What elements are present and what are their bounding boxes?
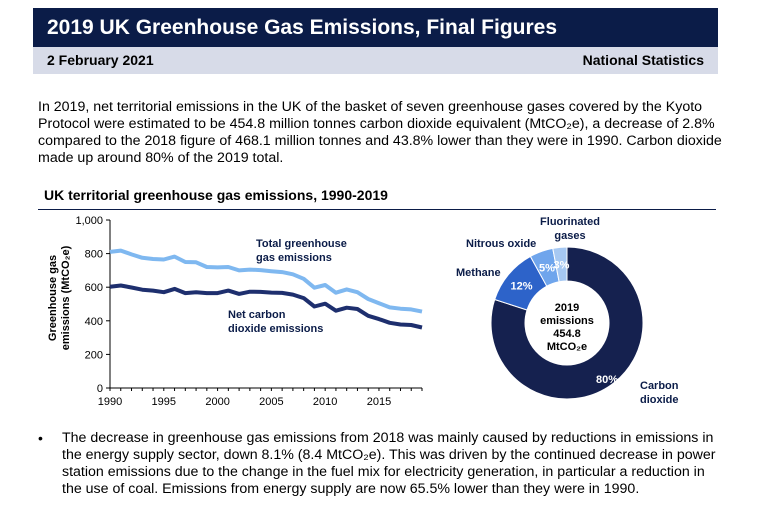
donut-center-label: emissions xyxy=(540,315,594,327)
line-chart: Greenhouse gas emissions (MtCO₂e) Total … xyxy=(47,215,423,408)
net-line-label-2: dioxide emissions xyxy=(228,323,323,335)
carbon-label-1: Carbon xyxy=(640,380,679,392)
y-tick-label: 0 xyxy=(97,383,103,395)
carbon-label-2: dioxide xyxy=(640,394,679,406)
page-title: 2019 UK Greenhouse Gas Emissions, Final … xyxy=(33,8,718,47)
x-tick-label: 2010 xyxy=(313,396,337,408)
total-line-label-2: gas emissions xyxy=(256,252,332,264)
y-tick-label: 800 xyxy=(85,249,103,261)
x-tick-label: 2000 xyxy=(205,396,229,408)
pie-chart: Fluorinated gases Nitrous oxide Methane … xyxy=(456,216,679,406)
y-tick-label: 400 xyxy=(85,316,103,328)
y-axis-label-line-1: Greenhouse gas xyxy=(47,255,59,341)
pie-slice-label: 3% xyxy=(553,259,569,271)
nitrous-label: Nitrous oxide xyxy=(466,238,536,250)
subheader-bar: 2 February 2021 National Statistics xyxy=(33,47,718,74)
fluorinated-label-2: gases xyxy=(554,230,585,242)
x-tick-label: 1995 xyxy=(152,396,176,408)
bullet-text: The decrease in greenhouse gas emissions… xyxy=(62,430,716,497)
publication-date: 2 February 2021 xyxy=(47,52,154,68)
methane-label: Methane xyxy=(456,267,501,279)
donut-center-label: 454.8 xyxy=(553,328,581,340)
net-line-label-1: Net carbon xyxy=(228,309,286,321)
y-tick-label: 600 xyxy=(85,282,103,294)
pie-slice-label: 12% xyxy=(511,280,533,292)
bullet-point: • The decrease in greenhouse gas emissio… xyxy=(38,430,728,498)
y-tick-label: 1,000 xyxy=(75,215,103,227)
fluorinated-label-1: Fluorinated xyxy=(540,216,600,228)
bullet-icon: • xyxy=(38,430,43,446)
donut-center-label: 2019 xyxy=(555,302,579,314)
x-tick-label: 2005 xyxy=(259,396,283,408)
net-co2-line xyxy=(109,283,423,330)
total-line-label-1: Total greenhouse xyxy=(256,238,347,250)
figure-title: UK territorial greenhouse gas emissions,… xyxy=(44,187,388,203)
total-emissions-line xyxy=(109,248,423,314)
x-tick-label: 2015 xyxy=(367,396,391,408)
pie-slice-label: 5% xyxy=(539,262,555,274)
donut-hole xyxy=(525,281,609,365)
statistics-badge: National Statistics xyxy=(582,52,704,68)
y-axis-label-line-2: emissions (MtCO₂e) xyxy=(60,245,72,350)
pie-slice-label: 80% xyxy=(596,374,618,386)
x-tick-label: 1990 xyxy=(98,396,122,408)
intro-paragraph: In 2019, net territorial emissions in th… xyxy=(38,99,722,166)
y-tick-label: 200 xyxy=(85,349,103,361)
figure-divider xyxy=(38,209,716,210)
donut-center-label: MtCO₂e xyxy=(547,341,587,353)
